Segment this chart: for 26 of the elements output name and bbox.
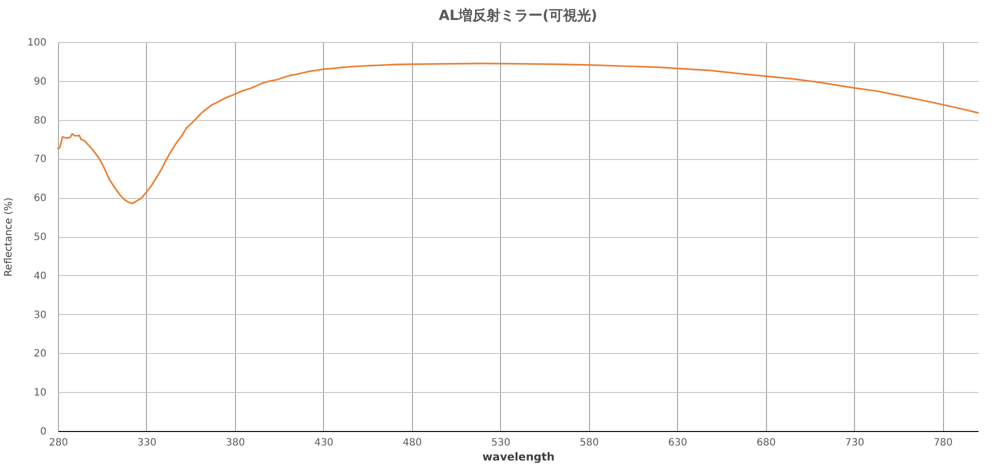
y-tick-label: 40	[34, 270, 46, 282]
y-tick-label: 0	[40, 426, 46, 438]
x-tick-label: 380	[226, 438, 245, 448]
y-tick-label: 10	[34, 388, 46, 399]
y-axis-title: Reflectance (%)	[3, 197, 14, 277]
x-tick-label: 780	[934, 438, 953, 448]
x-axis-title: wavelength	[482, 450, 555, 464]
x-tick-label: 680	[756, 438, 776, 448]
x-tick-label: 330	[137, 438, 157, 448]
y-tick-label: 100	[27, 38, 46, 48]
x-tick-label: 530	[491, 438, 510, 448]
x-tick-label: 480	[402, 438, 422, 448]
x-tick-label: 280	[48, 438, 68, 448]
y-tick-label: 90	[34, 76, 46, 88]
y-tick-label: 30	[34, 310, 46, 321]
x-tick-label: 730	[845, 438, 864, 448]
y-tick-label: 20	[34, 348, 46, 360]
chart-title: AL増反射ミラー(可視光)	[438, 7, 598, 24]
x-tick-label: 430	[314, 438, 334, 448]
y-tick-label: 50	[34, 232, 46, 243]
line-series	[57, 62, 979, 204]
y-tick-label: 60	[34, 193, 46, 204]
y-tick-label: 80	[34, 115, 46, 126]
x-tick-label: 580	[580, 438, 599, 448]
y-tick-label: 70	[34, 154, 46, 166]
x-tick-label: 630	[668, 438, 688, 448]
